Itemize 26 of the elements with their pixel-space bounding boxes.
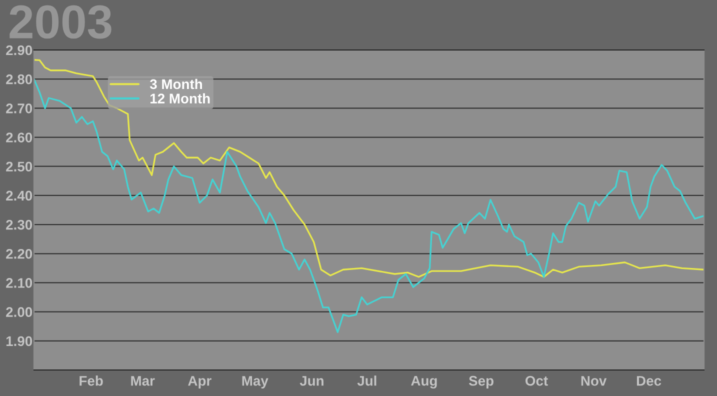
y-tick-label: 1.90 [6,336,32,346]
x-tick-label: Aug [411,376,437,389]
y-tick-label: 2.10 [6,278,32,288]
y-tick-label: 2.50 [6,162,32,172]
y-tick-label: 2.90 [6,45,32,56]
legend-label: 3 Month [150,78,202,90]
y-tick-label: 2.30 [6,220,32,230]
x-tick-label: Sep [468,376,494,389]
line-series [34,78,704,334]
x-tick-label: Apr [188,376,212,389]
line-series [34,59,704,278]
y-tick-label: 2.00 [6,307,32,317]
x-tick-label: May [242,376,268,389]
legend-label: 12 Month [150,93,210,104]
x-tick-label: Jul [357,376,376,386]
y-tick-label: 2.40 [6,190,32,201]
y-tick-label: 2.80 [6,74,32,84]
x-tick-label: Jun [300,376,324,386]
y-tick-label: 2.70 [6,104,32,114]
x-tick-label: Feb [80,376,103,386]
x-tick-label: Dec [636,376,662,386]
y-tick-label: 2.60 [6,132,32,142]
x-tick-label: Nov [581,376,607,386]
x-tick-label: Oct [525,376,548,386]
x-tick-label: Mar [131,376,155,386]
y-tick-label: 2.20 [6,248,32,259]
